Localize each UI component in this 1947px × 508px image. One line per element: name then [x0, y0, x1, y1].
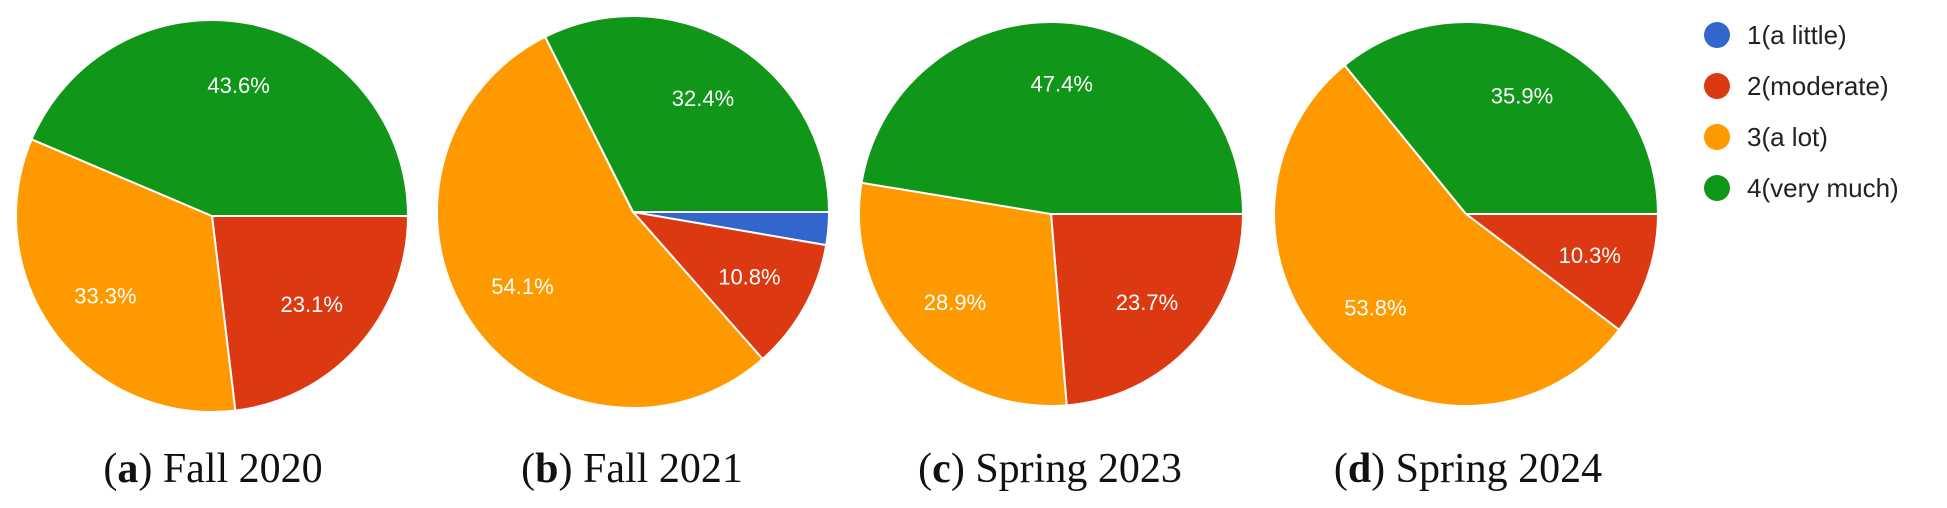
- pie-slice-3: [14, 138, 237, 413]
- chart-caption: (b) Fall 2021: [521, 446, 743, 492]
- caption-text: Fall 2020: [163, 446, 323, 492]
- legend-label: 3(a lot): [1747, 122, 1828, 152]
- pie-slice-3: [1272, 64, 1621, 407]
- slice-percent-label: 47.4%: [1031, 71, 1093, 96]
- legend: 1(a little) 2(moderate) 3(a lot) 4(very muc…: [1704, 20, 1899, 203]
- pie-slice-2: [632, 211, 828, 361]
- pie-slice-4: [1343, 21, 1659, 215]
- pie-chart-d: 10.3% 53.8% 35.9%: [1272, 21, 1659, 407]
- pie-slice-4: [860, 21, 1244, 215]
- pie-slice-3: [858, 181, 1068, 407]
- pie-chart-c: 23.7% 28.9% 47.4%: [858, 21, 1244, 407]
- slice-percent-label: 33.3%: [74, 284, 136, 309]
- caption-letter: a: [117, 446, 138, 492]
- legend-item: 4(very much): [1704, 173, 1899, 203]
- legend-item: 2(moderate): [1704, 71, 1889, 101]
- slice-percent-label: 10.8%: [718, 264, 780, 289]
- caption-letter: d: [1348, 446, 1371, 492]
- slice-percent-label: 23.7%: [1116, 290, 1178, 315]
- pie-slice-3: [435, 35, 764, 409]
- pie-chart-b: 10.8% 54.1% 32.4%: [435, 15, 831, 409]
- chart-caption: (a) Fall 2020: [103, 446, 322, 492]
- legend-swatch-icon: [1704, 124, 1730, 150]
- legend-label: 2(moderate): [1747, 71, 1889, 101]
- caption-text: Fall 2021: [583, 446, 743, 492]
- slice-percent-label: 53.8%: [1344, 296, 1406, 321]
- legend-swatch-icon: [1704, 22, 1730, 48]
- slice-percent-label: 23.1%: [281, 292, 343, 317]
- slice-percent-label: 54.1%: [491, 274, 553, 299]
- caption-text: Spring 2024: [1396, 446, 1603, 492]
- pie-slice-2: [211, 215, 409, 412]
- legend-swatch-icon: [1704, 73, 1730, 99]
- slice-percent-label: 35.9%: [1491, 84, 1553, 109]
- slice-percent-label: 10.3%: [1559, 243, 1621, 268]
- caption-text: Spring 2023: [975, 446, 1182, 492]
- slice-percent-label: 32.4%: [672, 86, 734, 111]
- slice-percent-label: 43.6%: [207, 73, 269, 98]
- pie-slice-2: [1050, 213, 1244, 407]
- caption-letter: b: [535, 446, 558, 492]
- legend-label: 4(very much): [1747, 173, 1899, 203]
- slice-percent-label: 28.9%: [924, 290, 986, 315]
- pie-slice-4: [30, 18, 409, 217]
- caption-letter: c: [932, 446, 951, 492]
- pie-chart-a: 23.1% 33.3% 43.6%: [14, 18, 409, 413]
- chart-caption: (c) Spring 2023: [918, 446, 1182, 492]
- legend-item: 3(a lot): [1704, 122, 1828, 152]
- chart-caption: (d) Spring 2024: [1334, 446, 1602, 492]
- legend-item: 1(a little): [1704, 20, 1847, 50]
- legend-swatch-icon: [1704, 175, 1730, 201]
- pie-slice-4: [544, 15, 830, 213]
- pie-slice-2: [1465, 213, 1659, 331]
- legend-label: 1(a little): [1747, 20, 1847, 50]
